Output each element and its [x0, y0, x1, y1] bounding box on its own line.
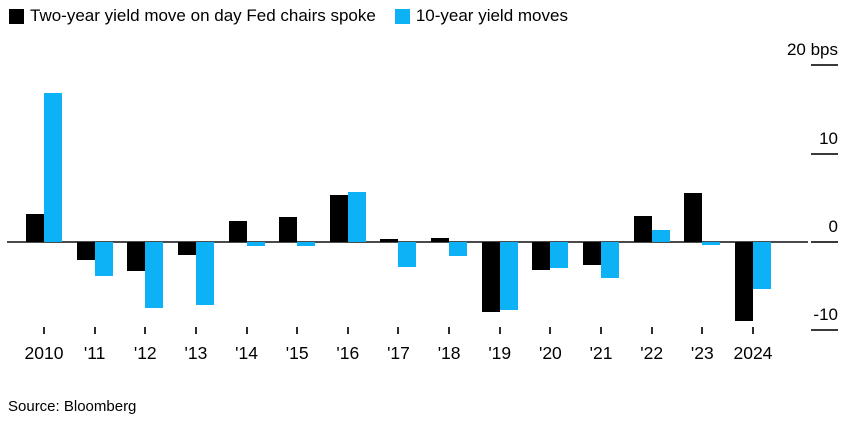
bar-two-year-12 — [127, 242, 146, 272]
y-axis-label: 20 bps — [786, 40, 838, 60]
x-axis-label: '20 — [538, 343, 562, 363]
y-axis-label: 0 — [828, 217, 838, 236]
x-axis-label: '19 — [488, 343, 512, 363]
x-axis-tick — [397, 327, 400, 334]
x-axis-tick — [549, 327, 552, 334]
bar-two-year-2010 — [26, 213, 44, 242]
x-axis-tick — [144, 327, 147, 334]
legend-item-two-year: Two-year yield move on day Fed chairs sp… — [9, 7, 376, 25]
x-axis-label: '16 — [336, 343, 360, 363]
bar-two-year-14 — [228, 220, 247, 242]
x-axis-label: 2024 — [733, 343, 773, 363]
bar-two-year-2024 — [734, 242, 753, 321]
bar-two-year-11 — [76, 242, 95, 260]
x-axis-label: '23 — [690, 343, 714, 363]
y-axis-label: -10 — [813, 305, 838, 325]
x-axis-label: 2010 — [24, 343, 64, 363]
legend-swatch-two-year-icon — [9, 8, 24, 24]
x-axis-tick — [650, 327, 653, 334]
x-axis-label: '21 — [589, 343, 613, 363]
y-axis-tick — [811, 64, 838, 67]
bar-two-year-21 — [583, 242, 602, 265]
x-axis-label: '12 — [133, 343, 157, 363]
x-axis-tick — [600, 327, 603, 334]
bar-two-year-22 — [633, 215, 652, 242]
bar-ten-year-22 — [651, 229, 670, 242]
x-axis-tick — [751, 327, 754, 334]
bar-two-year-16 — [329, 195, 348, 242]
bar-ten-year-17 — [398, 242, 417, 267]
x-axis-tick — [296, 327, 299, 334]
bar-ten-year-2024 — [752, 242, 771, 289]
bar-ten-year-13 — [195, 242, 214, 305]
y-axis-tick — [811, 241, 838, 243]
bar-two-year-18 — [431, 237, 450, 242]
x-axis-label: '13 — [184, 343, 208, 363]
bar-ten-year-12 — [145, 242, 164, 309]
legend-swatch-ten-year-icon — [394, 8, 410, 24]
legend-item-ten-year: 10-year yield moves — [394, 6, 568, 25]
x-axis-tick — [701, 327, 704, 334]
bar-ten-year-19 — [499, 242, 518, 310]
bar-two-year-17 — [380, 239, 399, 242]
x-axis-label: '14 — [235, 343, 258, 363]
bar-two-year-23 — [684, 193, 703, 242]
x-axis-tick — [194, 327, 197, 334]
x-axis-label: '18 — [437, 343, 461, 363]
legend: Two-year yield move on day Fed chairs sp… — [9, 7, 568, 25]
bar-ten-year-15 — [297, 242, 316, 246]
x-axis-tick — [346, 327, 349, 334]
bar-ten-year-11 — [94, 242, 113, 277]
y-axis-label: 10 — [819, 128, 838, 148]
x-axis-label: '17 — [387, 343, 410, 363]
x-axis-tick — [245, 327, 248, 334]
bar-two-year-15 — [279, 217, 298, 242]
y-axis-tick — [811, 329, 838, 332]
legend-label-two-year: Two-year yield move on day Fed chairs sp… — [30, 6, 376, 25]
bar-two-year-19 — [481, 242, 500, 312]
bar-ten-year-14 — [246, 242, 265, 246]
bar-two-year-13 — [177, 242, 196, 256]
legend-label-ten-year: 10-year yield moves — [415, 6, 568, 25]
bar-ten-year-2010 — [44, 92, 62, 242]
bar-ten-year-18 — [449, 242, 468, 257]
x-axis-tick — [43, 327, 45, 334]
x-axis-tick — [498, 327, 501, 334]
x-axis-label: '11 — [83, 343, 106, 363]
x-axis-label: '15 — [285, 343, 309, 363]
bar-two-year-20 — [532, 242, 551, 271]
x-axis-label: '22 — [640, 343, 664, 363]
bar-ten-year-23 — [702, 242, 721, 245]
bar-ten-year-16 — [347, 191, 366, 242]
bar-ten-year-21 — [601, 242, 620, 279]
bar-ten-year-20 — [550, 242, 569, 269]
x-axis-tick — [448, 327, 451, 334]
y-axis-tick — [811, 152, 838, 155]
x-axis-tick — [93, 327, 96, 334]
source-attribution: Source: Bloomberg — [8, 398, 137, 415]
